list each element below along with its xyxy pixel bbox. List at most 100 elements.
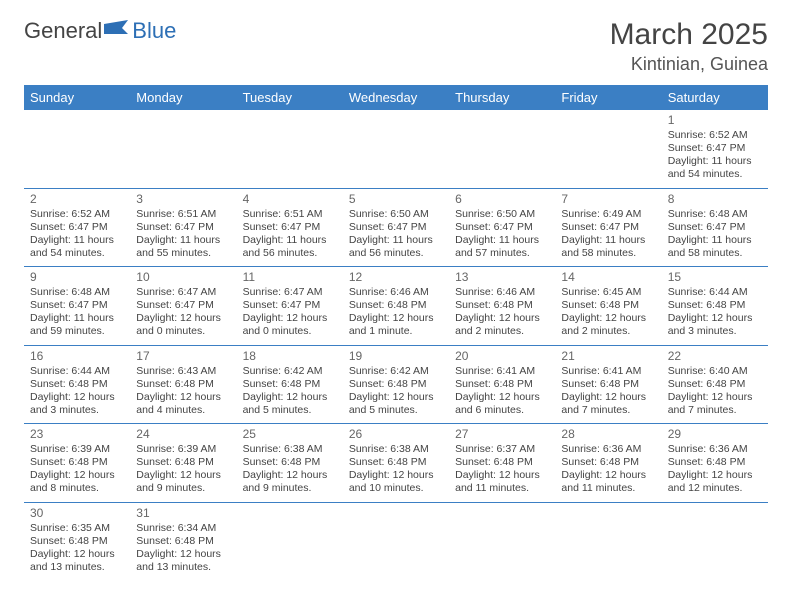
sunset-text: Sunset: 6:47 PM [455, 221, 549, 234]
day-number: 19 [349, 349, 443, 364]
day-number: 1 [668, 113, 762, 128]
daylight-text: Daylight: 11 hours and 55 minutes. [136, 234, 230, 260]
day-cell: 4Sunrise: 6:51 AMSunset: 6:47 PMDaylight… [237, 188, 343, 267]
flag-icon [104, 18, 130, 44]
sunset-text: Sunset: 6:47 PM [561, 221, 655, 234]
day-number: 21 [561, 349, 655, 364]
dow-thursday: Thursday [449, 85, 555, 110]
dow-tuesday: Tuesday [237, 85, 343, 110]
calendar-row: 9Sunrise: 6:48 AMSunset: 6:47 PMDaylight… [24, 267, 768, 346]
sunset-text: Sunset: 6:48 PM [30, 378, 124, 391]
sunrise-text: Sunrise: 6:52 AM [30, 208, 124, 221]
day-cell: 23Sunrise: 6:39 AMSunset: 6:48 PMDayligh… [24, 424, 130, 503]
sunrise-text: Sunrise: 6:36 AM [561, 443, 655, 456]
daylight-text: Daylight: 12 hours and 1 minute. [349, 312, 443, 338]
day-cell: 15Sunrise: 6:44 AMSunset: 6:48 PMDayligh… [662, 267, 768, 346]
daylight-text: Daylight: 11 hours and 58 minutes. [561, 234, 655, 260]
calendar-row: 1Sunrise: 6:52 AMSunset: 6:47 PMDaylight… [24, 110, 768, 188]
sunrise-text: Sunrise: 6:47 AM [136, 286, 230, 299]
day-number: 27 [455, 427, 549, 442]
daylight-text: Daylight: 11 hours and 56 minutes. [349, 234, 443, 260]
daylight-text: Daylight: 12 hours and 2 minutes. [455, 312, 549, 338]
sunset-text: Sunset: 6:48 PM [561, 456, 655, 469]
daylight-text: Daylight: 12 hours and 3 minutes. [30, 391, 124, 417]
sunset-text: Sunset: 6:48 PM [136, 456, 230, 469]
daylight-text: Daylight: 12 hours and 10 minutes. [349, 469, 443, 495]
daylight-text: Daylight: 12 hours and 7 minutes. [668, 391, 762, 417]
dow-monday: Monday [130, 85, 236, 110]
day-cell: 27Sunrise: 6:37 AMSunset: 6:48 PMDayligh… [449, 424, 555, 503]
sunset-text: Sunset: 6:48 PM [455, 378, 549, 391]
daylight-text: Daylight: 12 hours and 11 minutes. [561, 469, 655, 495]
day-cell: 30Sunrise: 6:35 AMSunset: 6:48 PMDayligh… [24, 502, 130, 580]
sunrise-text: Sunrise: 6:50 AM [349, 208, 443, 221]
daylight-text: Daylight: 12 hours and 5 minutes. [243, 391, 337, 417]
daylight-text: Daylight: 11 hours and 59 minutes. [30, 312, 124, 338]
day-number: 8 [668, 192, 762, 207]
sunrise-text: Sunrise: 6:46 AM [455, 286, 549, 299]
daylight-text: Daylight: 12 hours and 7 minutes. [561, 391, 655, 417]
sunrise-text: Sunrise: 6:38 AM [349, 443, 443, 456]
day-number: 13 [455, 270, 549, 285]
calendar-row: 30Sunrise: 6:35 AMSunset: 6:48 PMDayligh… [24, 502, 768, 580]
daylight-text: Daylight: 12 hours and 11 minutes. [455, 469, 549, 495]
empty-cell [662, 502, 768, 580]
day-number: 11 [243, 270, 337, 285]
sunrise-text: Sunrise: 6:43 AM [136, 365, 230, 378]
day-cell: 17Sunrise: 6:43 AMSunset: 6:48 PMDayligh… [130, 345, 236, 424]
day-number: 31 [136, 506, 230, 521]
sunset-text: Sunset: 6:48 PM [561, 378, 655, 391]
day-cell: 13Sunrise: 6:46 AMSunset: 6:48 PMDayligh… [449, 267, 555, 346]
day-number: 22 [668, 349, 762, 364]
daylight-text: Daylight: 12 hours and 12 minutes. [668, 469, 762, 495]
day-cell: 29Sunrise: 6:36 AMSunset: 6:48 PMDayligh… [662, 424, 768, 503]
empty-cell [449, 110, 555, 188]
sunrise-text: Sunrise: 6:51 AM [243, 208, 337, 221]
sunset-text: Sunset: 6:48 PM [349, 299, 443, 312]
empty-cell [24, 110, 130, 188]
dow-saturday: Saturday [662, 85, 768, 110]
daylight-text: Daylight: 12 hours and 0 minutes. [243, 312, 337, 338]
day-cell: 8Sunrise: 6:48 AMSunset: 6:47 PMDaylight… [662, 188, 768, 267]
day-number: 26 [349, 427, 443, 442]
sunset-text: Sunset: 6:48 PM [30, 456, 124, 469]
day-cell: 19Sunrise: 6:42 AMSunset: 6:48 PMDayligh… [343, 345, 449, 424]
day-cell: 21Sunrise: 6:41 AMSunset: 6:48 PMDayligh… [555, 345, 661, 424]
sunrise-text: Sunrise: 6:48 AM [668, 208, 762, 221]
sunset-text: Sunset: 6:47 PM [243, 299, 337, 312]
daylight-text: Daylight: 11 hours and 58 minutes. [668, 234, 762, 260]
empty-cell [237, 110, 343, 188]
sunset-text: Sunset: 6:48 PM [455, 456, 549, 469]
sunset-text: Sunset: 6:48 PM [561, 299, 655, 312]
empty-cell [449, 502, 555, 580]
day-number: 2 [30, 192, 124, 207]
sunrise-text: Sunrise: 6:36 AM [668, 443, 762, 456]
day-number: 25 [243, 427, 337, 442]
dow-wednesday: Wednesday [343, 85, 449, 110]
sunrise-text: Sunrise: 6:49 AM [561, 208, 655, 221]
day-cell: 25Sunrise: 6:38 AMSunset: 6:48 PMDayligh… [237, 424, 343, 503]
day-number: 15 [668, 270, 762, 285]
day-cell: 22Sunrise: 6:40 AMSunset: 6:48 PMDayligh… [662, 345, 768, 424]
day-number: 9 [30, 270, 124, 285]
sunrise-text: Sunrise: 6:45 AM [561, 286, 655, 299]
day-cell: 11Sunrise: 6:47 AMSunset: 6:47 PMDayligh… [237, 267, 343, 346]
daylight-text: Daylight: 12 hours and 5 minutes. [349, 391, 443, 417]
sunset-text: Sunset: 6:48 PM [30, 535, 124, 548]
day-number: 5 [349, 192, 443, 207]
sunset-text: Sunset: 6:47 PM [30, 221, 124, 234]
sunset-text: Sunset: 6:48 PM [668, 456, 762, 469]
day-cell: 24Sunrise: 6:39 AMSunset: 6:48 PMDayligh… [130, 424, 236, 503]
day-cell: 2Sunrise: 6:52 AMSunset: 6:47 PMDaylight… [24, 188, 130, 267]
sunset-text: Sunset: 6:48 PM [136, 378, 230, 391]
empty-cell [343, 110, 449, 188]
day-cell: 7Sunrise: 6:49 AMSunset: 6:47 PMDaylight… [555, 188, 661, 267]
sunset-text: Sunset: 6:48 PM [668, 378, 762, 391]
daylight-text: Daylight: 12 hours and 2 minutes. [561, 312, 655, 338]
sunrise-text: Sunrise: 6:38 AM [243, 443, 337, 456]
day-number: 14 [561, 270, 655, 285]
sunrise-text: Sunrise: 6:39 AM [136, 443, 230, 456]
day-cell: 1Sunrise: 6:52 AMSunset: 6:47 PMDaylight… [662, 110, 768, 188]
daylight-text: Daylight: 12 hours and 13 minutes. [30, 548, 124, 574]
day-number: 20 [455, 349, 549, 364]
